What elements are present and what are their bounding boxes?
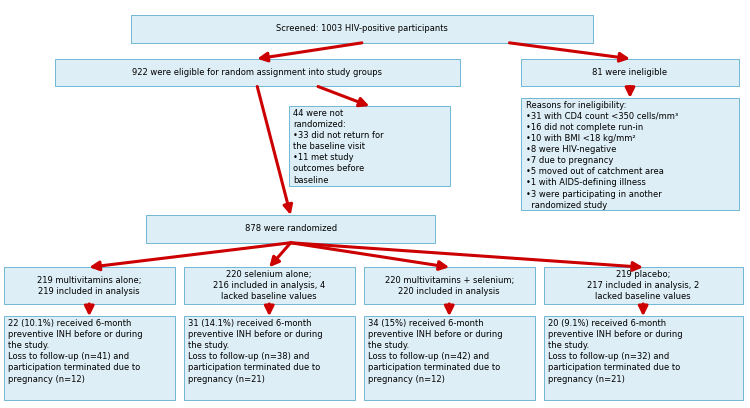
Text: 34 (15%) received 6-month
preventive INH before or during
the study.
Loss to fol: 34 (15%) received 6-month preventive INH…: [368, 319, 502, 384]
FancyBboxPatch shape: [544, 316, 742, 400]
FancyBboxPatch shape: [289, 106, 450, 186]
Text: 31 (14.1%) received 6-month
preventive INH before or during
the study.
Loss to f: 31 (14.1%) received 6-month preventive I…: [188, 319, 322, 384]
Text: Screened: 1003 HIV-positive participants: Screened: 1003 HIV-positive participants: [276, 24, 448, 33]
Text: 44 were not
randomized:
•33 did not return for
the baseline visit
•11 met study
: 44 were not randomized: •33 did not retu…: [293, 109, 384, 184]
Text: 22 (10.1%) received 6-month
preventive INH before or during
the study.
Loss to f: 22 (10.1%) received 6-month preventive I…: [8, 319, 142, 384]
FancyBboxPatch shape: [55, 59, 460, 86]
FancyBboxPatch shape: [4, 267, 175, 304]
FancyBboxPatch shape: [521, 59, 739, 86]
Text: 20 (9.1%) received 6-month
preventive INH before or during
the study.
Loss to fo: 20 (9.1%) received 6-month preventive IN…: [548, 319, 682, 384]
FancyBboxPatch shape: [184, 316, 355, 400]
FancyBboxPatch shape: [544, 267, 742, 304]
Text: 220 selenium alone;
216 included in analysis, 4
lacked baseline values: 220 selenium alone; 216 included in anal…: [213, 270, 326, 301]
Text: 81 were ineligible: 81 were ineligible: [592, 68, 668, 77]
FancyBboxPatch shape: [131, 15, 592, 43]
Text: 219 multivitamins alone;
219 included in analysis: 219 multivitamins alone; 219 included in…: [37, 275, 142, 296]
Text: 878 were randomized: 878 were randomized: [244, 224, 337, 233]
Text: 220 multivitamins + selenium;
220 included in analysis: 220 multivitamins + selenium; 220 includ…: [385, 275, 514, 296]
FancyBboxPatch shape: [364, 316, 535, 400]
FancyBboxPatch shape: [364, 267, 535, 304]
Text: 219 placebo;
217 included in analysis, 2
lacked baseline values: 219 placebo; 217 included in analysis, 2…: [587, 270, 699, 301]
Text: Reasons for ineligibility:
•31 with CD4 count <350 cells/mm³
•16 did not complet: Reasons for ineligibility: •31 with CD4 …: [526, 101, 678, 210]
FancyBboxPatch shape: [146, 215, 435, 243]
FancyBboxPatch shape: [521, 98, 739, 210]
FancyBboxPatch shape: [184, 267, 355, 304]
FancyBboxPatch shape: [4, 316, 175, 400]
Text: 922 were eligible for random assignment into study groups: 922 were eligible for random assignment …: [132, 68, 382, 77]
